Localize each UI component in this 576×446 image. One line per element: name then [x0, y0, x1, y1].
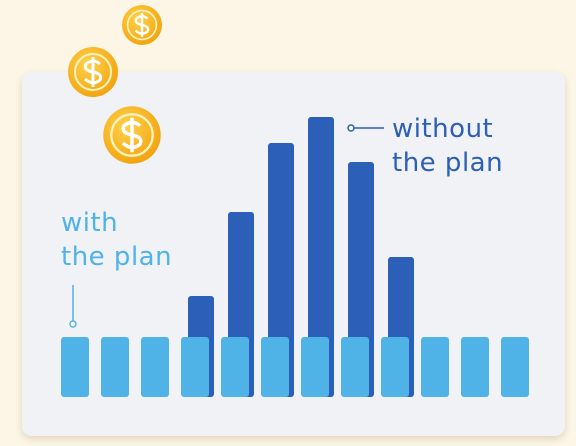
series-label: with the plan: [61, 208, 173, 272]
bar: [308, 117, 334, 397]
bar: [461, 337, 489, 397]
bar: [268, 143, 294, 397]
coin: [122, 4, 162, 45]
coin: [68, 47, 118, 97]
bar: [381, 337, 409, 397]
bar: [61, 337, 89, 397]
bar: [261, 337, 289, 397]
bar: [341, 337, 369, 397]
bar: [141, 337, 169, 397]
bar: [301, 337, 329, 397]
series-label: without the plan: [392, 114, 504, 178]
bar: [181, 337, 209, 397]
bar: [501, 337, 529, 397]
coin: [103, 106, 161, 164]
pointer-dot: [347, 124, 355, 132]
pointer-dot: [69, 320, 77, 328]
bar: [421, 337, 449, 397]
bar: [101, 337, 129, 397]
bar: [221, 337, 249, 397]
